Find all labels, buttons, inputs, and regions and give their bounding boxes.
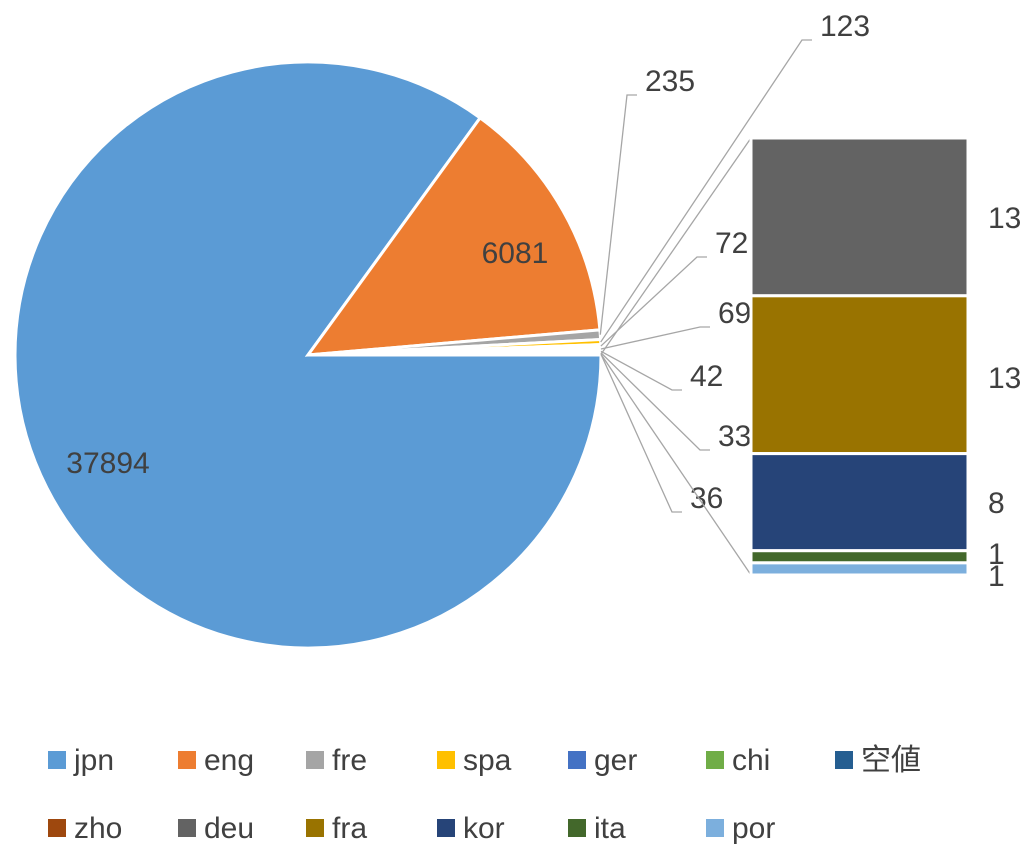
data-label: 72 xyxy=(715,227,748,260)
bar-segment xyxy=(749,452,970,553)
legend-label: eng xyxy=(204,744,254,777)
legend-swatch xyxy=(437,819,455,837)
legend-swatch xyxy=(835,751,853,769)
legend-swatch xyxy=(706,751,724,769)
legend-swatch xyxy=(306,819,324,837)
legend-label: spa xyxy=(463,744,512,777)
data-label: 235 xyxy=(645,65,695,98)
legend-label: chi xyxy=(732,744,770,777)
legend-label: deu xyxy=(204,812,254,845)
bar-segment xyxy=(749,561,970,577)
legend-swatch xyxy=(568,819,586,837)
legend-label: zho xyxy=(74,812,122,845)
pie-slice xyxy=(304,115,602,357)
legend-swatch xyxy=(48,819,66,837)
leader-line xyxy=(599,94,637,335)
leader-line xyxy=(600,326,710,350)
legend-swatch xyxy=(178,819,196,837)
data-label: 33 xyxy=(718,420,751,453)
legend-label: 空値 xyxy=(861,744,921,777)
bar-segment xyxy=(749,294,970,456)
leader-line xyxy=(600,353,682,513)
data-label: 123 xyxy=(820,10,870,43)
leader-line xyxy=(600,39,812,343)
data-label: 69 xyxy=(718,297,751,330)
connector xyxy=(600,137,752,355)
bar-segment xyxy=(749,549,970,565)
data-label: 42 xyxy=(690,360,723,393)
bar-segment xyxy=(749,136,970,298)
legend-swatch xyxy=(178,751,196,769)
pie-slice xyxy=(307,352,603,357)
legend-label: ger xyxy=(594,744,637,777)
leader-line xyxy=(600,256,707,347)
legend-swatch xyxy=(706,819,724,837)
legend-label: por xyxy=(732,812,775,845)
legend-label: ita xyxy=(594,812,626,845)
data-label: 6081 xyxy=(482,237,549,270)
leader-line xyxy=(600,352,710,451)
data-label: 1 xyxy=(988,538,1005,571)
legend-swatch xyxy=(437,751,455,769)
data-label: 8 xyxy=(988,487,1005,520)
data-label: 13 xyxy=(988,362,1021,395)
legend-swatch xyxy=(568,751,586,769)
legend-label: fra xyxy=(332,812,367,845)
data-label: 1 xyxy=(988,560,1005,593)
leader-line xyxy=(600,350,682,391)
connector xyxy=(600,353,752,576)
legend-label: jpn xyxy=(73,744,114,777)
data-label: 37894 xyxy=(66,447,149,480)
legend-label: kor xyxy=(463,812,505,845)
data-label: 13 xyxy=(988,202,1021,235)
legend-label: fre xyxy=(332,744,367,777)
legend-swatch xyxy=(48,751,66,769)
legend-swatch xyxy=(306,751,324,769)
